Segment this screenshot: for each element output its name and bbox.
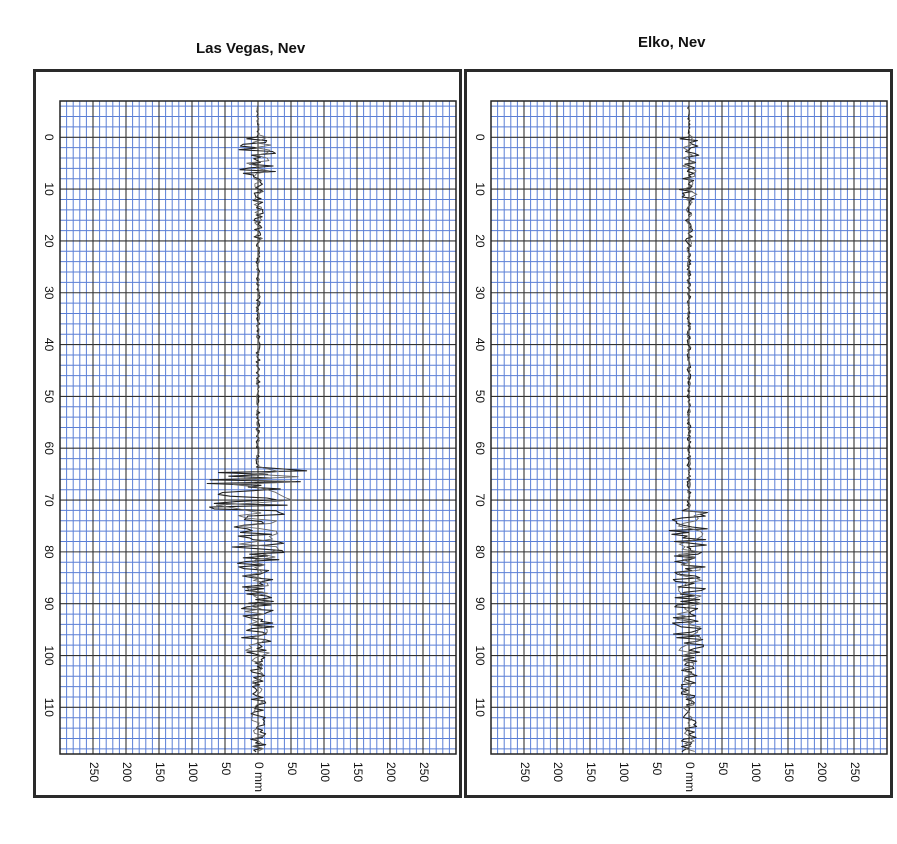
y-tick-label: 0 [42, 134, 56, 141]
x-tick-label: 100 [186, 762, 200, 782]
x-tick-label: 50 [219, 762, 233, 776]
y-tick-label: 70 [473, 493, 487, 507]
x-tick-label: 250 [848, 762, 862, 782]
chart-title-las-vegas: Las Vegas, Nev [196, 40, 306, 57]
grid [491, 101, 887, 754]
x-tick-label: 150 [782, 762, 796, 782]
x-tick-label: 250 [87, 762, 101, 782]
chart-title-elko: Elko, Nev [638, 34, 706, 51]
plot-frame [490, 100, 888, 755]
x-tick-label: 200 [815, 762, 829, 782]
y-tick-label: 20 [42, 234, 56, 248]
plot-frame [59, 100, 457, 755]
x-tick-label: 0 mm [252, 762, 266, 792]
seismic-trace-shadow [676, 106, 705, 752]
y-tick-label: 0 [473, 134, 487, 141]
x-tick-label: 50 [285, 762, 299, 776]
y-tick-label: 50 [42, 390, 56, 404]
y-tick-label: 110 [473, 698, 487, 717]
panel-las-vegas: 0 10 20 30 40 50 60 70 80 90 100 110 250 200 150 100 50 0… [33, 69, 462, 798]
y-tick-label: 40 [42, 338, 56, 352]
x-tick-label: 0 mm [683, 762, 697, 792]
panel-elko: 0 10 20 30 40 50 60 70 80 90 100 110 250 200 150 100 50 0… [464, 69, 893, 798]
x-tick-label: 100 [617, 762, 631, 782]
y-tick-label: 10 [42, 182, 56, 196]
x-tick-label: 250 [518, 762, 532, 782]
seismic-trace [206, 106, 308, 753]
y-tick-label: 30 [473, 286, 487, 300]
y-tick-label: 10 [473, 182, 487, 196]
y-tick-label: 60 [42, 442, 56, 456]
y-tick-label: 90 [473, 597, 487, 611]
y-tick-label: 100 [473, 646, 487, 666]
y-tick-label: 40 [473, 338, 487, 352]
x-tick-label: 100 [749, 762, 763, 782]
y-tick-label: 70 [42, 493, 56, 507]
x-tick-label: 50 [650, 762, 664, 776]
x-tick-label: 100 [318, 762, 332, 782]
y-tick-label: 80 [473, 545, 487, 559]
x-tick-label: 150 [584, 762, 598, 782]
y-tick-label: 100 [42, 646, 56, 666]
y-tick-label: 50 [473, 390, 487, 404]
y-tick-label: 30 [42, 286, 56, 300]
seismic-trace-shadow [216, 106, 299, 752]
y-tick-label: 90 [42, 597, 56, 611]
seismogram-las-vegas: 0 10 20 30 40 50 60 70 80 90 100 110 250 200 150 100 50 0… [42, 100, 457, 792]
y-tick-label: 110 [42, 698, 56, 717]
y-tick-label: 80 [42, 545, 56, 559]
x-tick-label: 150 [351, 762, 365, 782]
x-tick-label: 150 [153, 762, 167, 782]
seismogram-elko: 0 10 20 30 40 50 60 70 80 90 100 110 250 200 150 100 50 0… [473, 100, 888, 792]
y-tick-label: 20 [473, 234, 487, 248]
x-tick-label: 50 [716, 762, 730, 776]
x-tick-label: 200 [551, 762, 565, 782]
x-tick-label: 250 [417, 762, 431, 782]
x-tick-label: 200 [384, 762, 398, 782]
y-tick-label: 60 [473, 442, 487, 456]
x-tick-label: 200 [120, 762, 134, 782]
